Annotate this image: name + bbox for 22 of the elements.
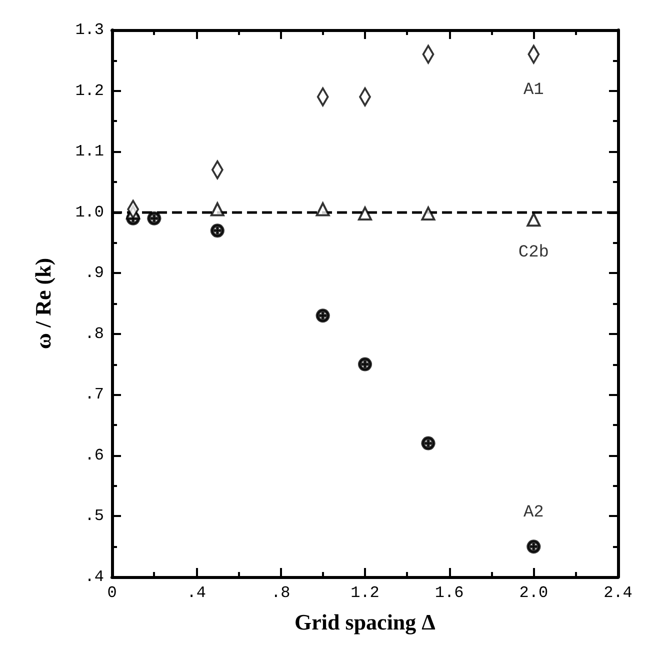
- x-axis-title: Grid spacing Δ: [294, 610, 436, 634]
- y-tick-label: 1.0: [75, 203, 104, 222]
- series-label: C2b: [518, 244, 549, 263]
- x-tick-label: 1.6: [434, 584, 464, 602]
- y-axis-title: ω / Re (k): [30, 258, 56, 350]
- x-tick-label: 1.2: [350, 584, 380, 602]
- x-tick-label: .4: [186, 584, 206, 602]
- y-tick-label: .4: [84, 568, 104, 586]
- y-tick-label: 1.3: [75, 21, 104, 39]
- y-tick-label: .5: [84, 507, 104, 526]
- y-tick-label: 1.1: [75, 142, 104, 161]
- x-tick-label: 0: [107, 584, 117, 602]
- y-tick-label: .8: [84, 324, 104, 343]
- y-tick-label: .9: [84, 264, 104, 282]
- x-tick-label: .8: [271, 584, 290, 602]
- y-tick-label: 1.2: [75, 82, 104, 100]
- series-label: A1: [523, 81, 544, 100]
- series-label: A2: [523, 504, 544, 523]
- x-tick-label: 2.0: [519, 584, 548, 602]
- x-tick-label: 2.4: [604, 584, 632, 602]
- y-tick-label: .6: [84, 446, 104, 464]
- y-tick-label: .7: [84, 386, 104, 404]
